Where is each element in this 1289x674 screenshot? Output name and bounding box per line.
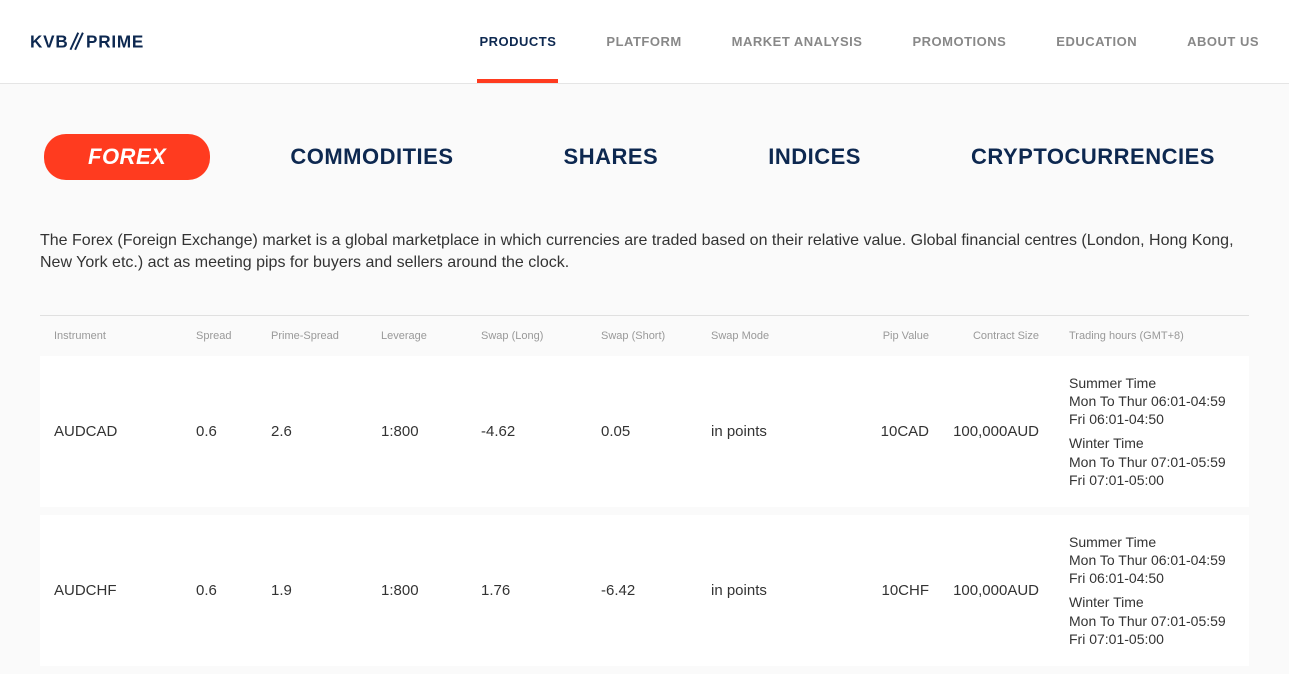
column-header-spread: Spread — [190, 330, 265, 342]
summer-time-label: Summer Time — [1069, 374, 1239, 392]
cell-swap-mode: in points — [705, 582, 845, 599]
column-header-instrument: Instrument — [40, 330, 190, 342]
table-row: AUDCAD 0.6 2.6 1:800 -4.62 0.05 in point… — [40, 356, 1249, 515]
summer-time-line: Fri 06:01-04:50 — [1069, 569, 1239, 587]
nav-item-products[interactable]: PRODUCTS — [479, 0, 556, 83]
cell-spread: 0.6 — [190, 423, 265, 440]
column-header-swap-short: Swap (Short) — [595, 330, 705, 342]
cell-swap-short: 0.05 — [595, 423, 705, 440]
column-header-swap-mode: Swap Mode — [705, 330, 845, 342]
cell-contract-size: 100,000AUD — [935, 423, 1045, 440]
instruments-table: Instrument Spread Prime-Spread Leverage … — [40, 315, 1249, 674]
winter-time-line: Mon To Thur 07:01-05:59 — [1069, 453, 1239, 471]
cell-contract-size: 100,000AUD — [935, 582, 1045, 599]
summer-time-label: Summer Time — [1069, 533, 1239, 551]
logo[interactable]: KVB PRIME — [30, 29, 170, 55]
winter-time-line: Mon To Thur 07:01-05:59 — [1069, 612, 1239, 630]
cell-swap-short: -6.42 — [595, 582, 705, 599]
description-text: The Forex (Foreign Exchange) market is a… — [40, 230, 1249, 275]
tab-forex[interactable]: FOREX — [44, 134, 210, 180]
cell-instrument: AUDCHF — [40, 582, 190, 599]
nav-item-about-us[interactable]: ABOUT US — [1187, 0, 1259, 83]
column-header-swap-long: Swap (Long) — [475, 330, 595, 342]
cell-leverage: 1:800 — [375, 423, 475, 440]
cell-swap-mode: in points — [705, 423, 845, 440]
tab-shares[interactable]: SHARES — [534, 134, 689, 180]
summer-time-line: Fri 06:01-04:50 — [1069, 410, 1239, 428]
tab-indices[interactable]: INDICES — [738, 134, 891, 180]
tab-cryptocurrencies[interactable]: CRYPTOCURRENCIES — [941, 134, 1245, 180]
summer-time-line: Mon To Thur 06:01-04:59 — [1069, 392, 1239, 410]
column-header-trading-hours: Trading hours (GMT+8) — [1045, 330, 1245, 342]
content: FOREX COMMODITIES SHARES INDICES CRYPTOC… — [0, 84, 1289, 674]
winter-time-line: Fri 07:01-05:00 — [1069, 630, 1239, 648]
cell-leverage: 1:800 — [375, 582, 475, 599]
cell-prime-spread: 1.9 — [265, 582, 375, 599]
cell-pip-value: 10CAD — [845, 423, 935, 440]
summer-time-line: Mon To Thur 06:01-04:59 — [1069, 551, 1239, 569]
table-row: AUDCHF 0.6 1.9 1:800 1.76 -6.42 in point… — [40, 515, 1249, 674]
main-nav: PRODUCTS PLATFORM MARKET ANALYSIS PROMOT… — [479, 0, 1259, 83]
nav-item-education[interactable]: EDUCATION — [1056, 0, 1137, 83]
nav-item-platform[interactable]: PLATFORM — [606, 0, 681, 83]
cell-trading-hours: Summer Time Mon To Thur 06:01-04:59 Fri … — [1045, 374, 1245, 489]
nav-item-market-analysis[interactable]: MARKET ANALYSIS — [732, 0, 863, 83]
table-header: Instrument Spread Prime-Spread Leverage … — [40, 316, 1249, 356]
cell-instrument: AUDCAD — [40, 423, 190, 440]
column-header-leverage: Leverage — [375, 330, 475, 342]
svg-text:KVB: KVB — [30, 32, 68, 51]
cell-pip-value: 10CHF — [845, 582, 935, 599]
logo-icon: KVB PRIME — [30, 29, 170, 55]
category-tabs: FOREX COMMODITIES SHARES INDICES CRYPTOC… — [40, 134, 1249, 180]
svg-text:PRIME: PRIME — [86, 32, 144, 51]
cell-spread: 0.6 — [190, 582, 265, 599]
winter-time-line: Fri 07:01-05:00 — [1069, 471, 1239, 489]
column-header-prime-spread: Prime-Spread — [265, 330, 375, 342]
column-header-pip-value: Pip Value — [845, 330, 935, 342]
header: KVB PRIME PRODUCTS PLATFORM MARKET ANALY… — [0, 0, 1289, 84]
winter-time-label: Winter Time — [1069, 434, 1239, 452]
cell-swap-long: 1.76 — [475, 582, 595, 599]
cell-trading-hours: Summer Time Mon To Thur 06:01-04:59 Fri … — [1045, 533, 1245, 648]
nav-item-promotions[interactable]: PROMOTIONS — [912, 0, 1006, 83]
cell-prime-spread: 2.6 — [265, 423, 375, 440]
winter-time-label: Winter Time — [1069, 593, 1239, 611]
tab-commodities[interactable]: COMMODITIES — [260, 134, 483, 180]
column-header-contract-size: Contract Size — [935, 330, 1045, 342]
cell-swap-long: -4.62 — [475, 423, 595, 440]
